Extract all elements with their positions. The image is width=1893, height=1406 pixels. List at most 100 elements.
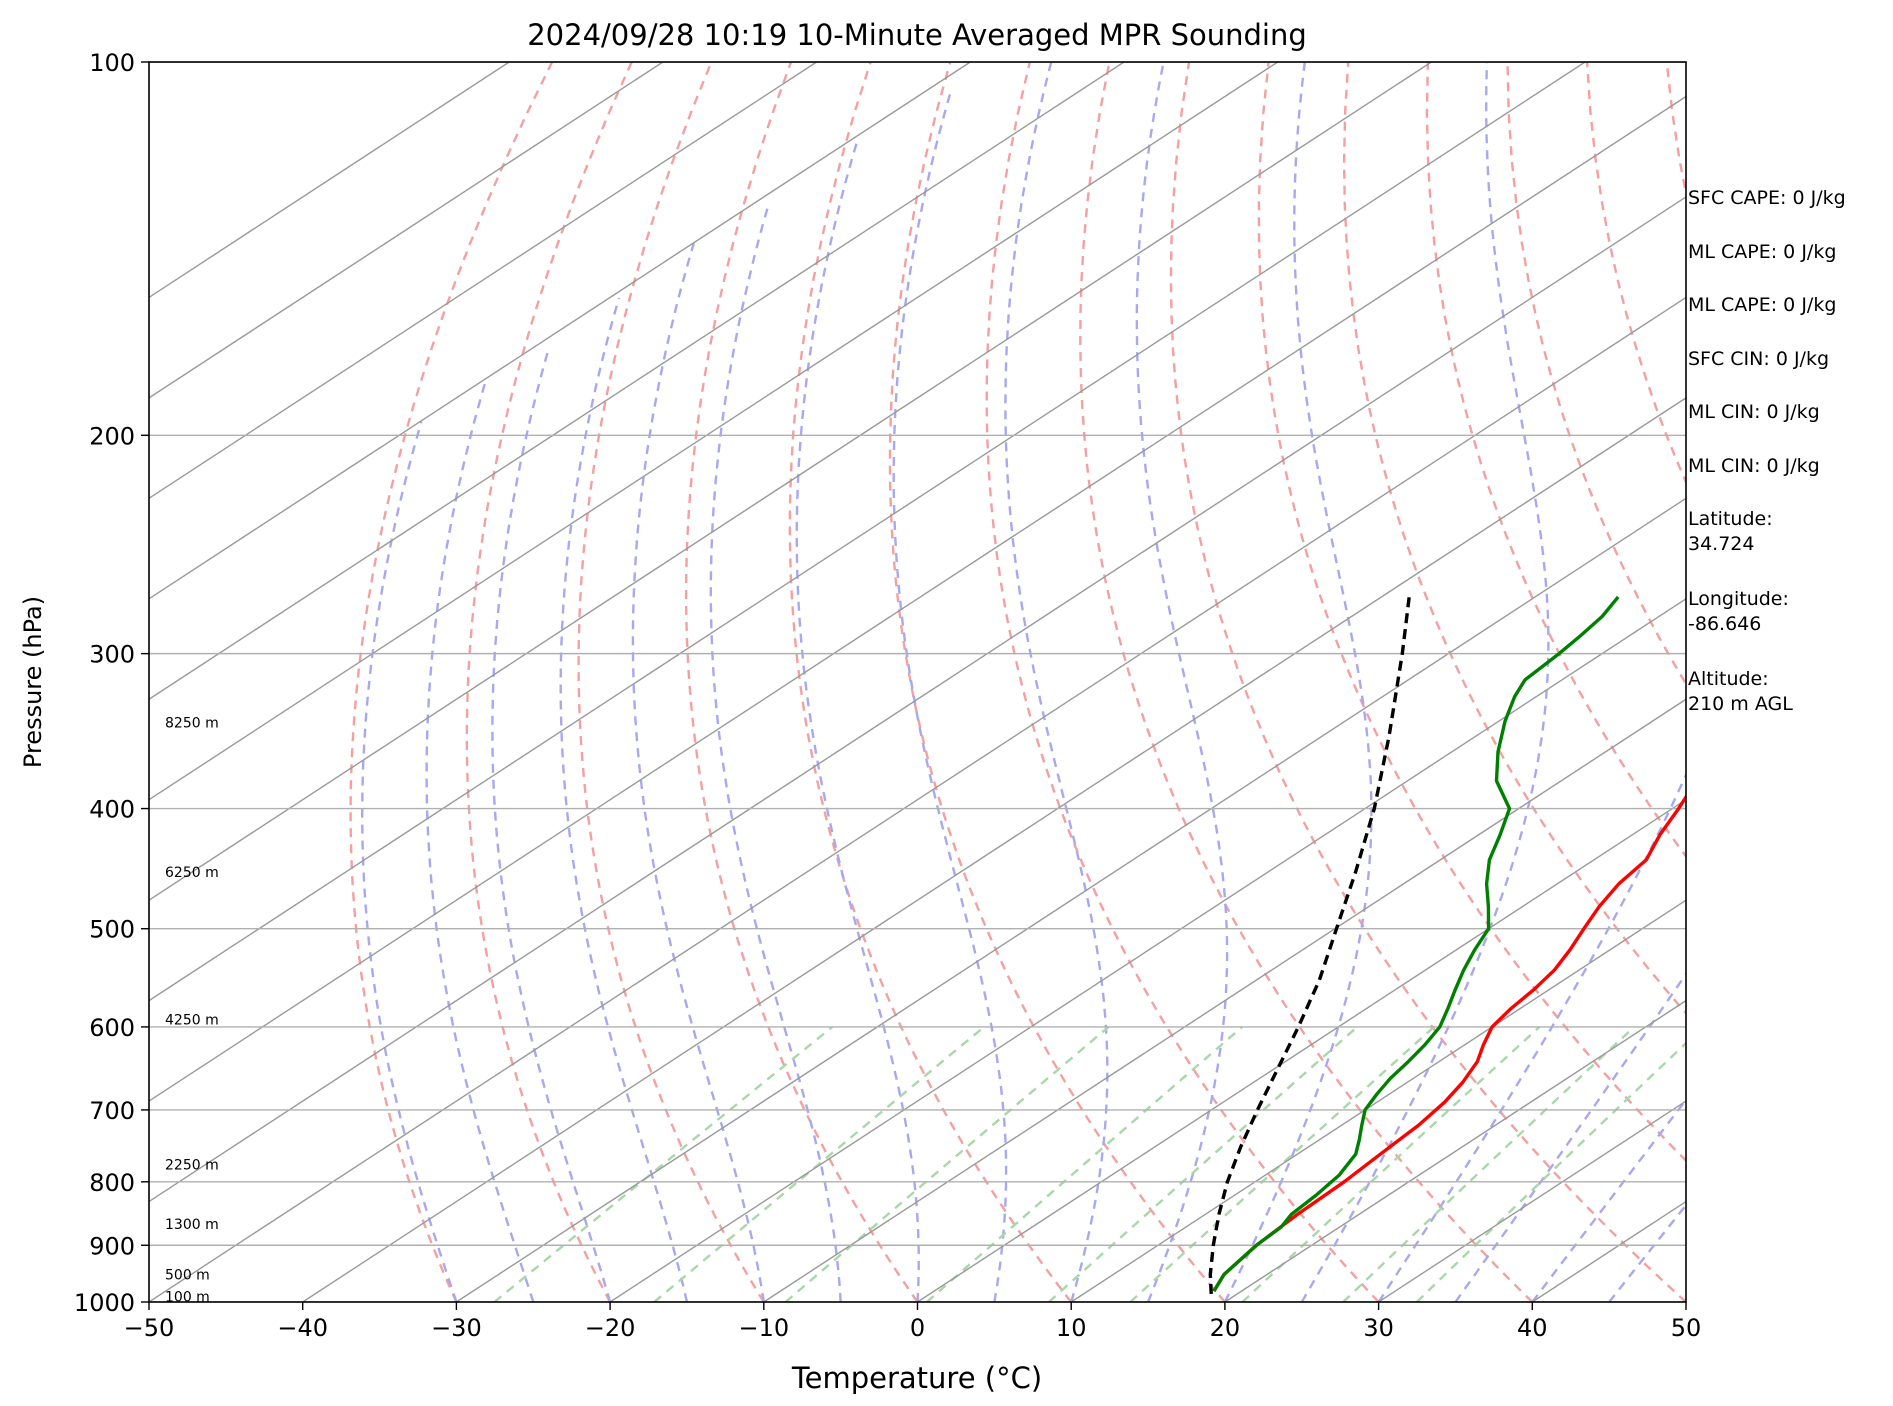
sfc-cape-text: SFC CAPE: 0 J/kg [1688,187,1846,209]
x-axis-label: Temperature (°C) [791,1361,1042,1395]
y-tick-label: 100 [89,49,135,77]
sounding-line-1 [1212,595,1620,1292]
dry-adiabat-line [1079,62,1534,1302]
ml-cin-text: ML CIN: 0 J/kg [1688,401,1820,423]
x-tick-label: −20 [585,1314,636,1342]
isotherm-line [149,62,510,299]
isotherm-line [149,62,817,500]
dry-adiabat-line [1342,62,1686,1016]
height-label: 500 m [165,1267,210,1283]
isotherm-line [149,62,971,600]
moist-adiabat-line [491,347,612,1302]
isotherm-line [149,62,1586,1002]
x-tick-label: 50 [1671,1314,1702,1342]
y-tick-label: 200 [89,422,135,450]
x-tick-label: 20 [1210,1314,1241,1342]
background-lines [149,62,1686,1302]
isotherm-line [149,196,1686,1203]
dry-adiabat-line [788,62,1073,1302]
isotherm-line [763,698,1686,1302]
moist-adiabat-line [1377,771,1686,1302]
moist-adiabat-line [1223,62,1373,1302]
info-panel: SFC CAPE: 0 J/kg ML CAPE: 0 J/kg ML CAPE… [1688,186,1888,747]
y-tick-label: 900 [89,1232,135,1260]
sfc-cin-text: SFC CIN: 0 J/kg [1688,347,1830,370]
isotherm-line [456,497,1686,1302]
height-label: 1300 m [165,1217,219,1233]
ml-cape-text: ML CAPE: 0 J/kg [1688,240,1837,263]
y-tick-label: 400 [89,796,135,824]
mixing-ratio-line [493,1025,834,1302]
dry-adiabat-line [349,62,554,1302]
height-label: 100 m [165,1290,210,1306]
chart-title: 2024/09/28 10:19 10-Minute Averaged MPR … [527,18,1307,52]
moist-adiabat-line [795,136,920,1302]
longitude-value: -86.646 [1688,613,1762,635]
altitude-value: 210 m AGL [1688,693,1793,715]
isotherm-line [609,597,1686,1302]
mixing-ratio-line [1048,1026,1358,1302]
isotherm-line [149,95,1686,1102]
ml-cin-text-2: ML CIN: 0 J/kg [1688,454,1820,477]
moist-adiabat-line [1135,62,1229,1302]
mixing-ratio-line [784,1025,1110,1302]
axis-ticks: −50 −40 −30 −20 −10 0 10 20 30 40 50 1000 900 800 700 6… [74,49,1701,1342]
moist-adiabat-line [559,297,689,1302]
isotherm-line [1224,999,1686,1302]
dry-adiabat-line [1257,62,1686,1163]
sounding-series [1208,595,1686,1294]
dry-adiabat-line [684,62,919,1302]
altitude-label: Altitude: [1688,668,1769,690]
moist-adiabat-line [709,202,842,1302]
altitude-block: Altitude: 210 m AGL [1688,667,1888,747]
latitude-label: Latitude: [1688,508,1773,530]
isotherm-line [149,62,664,399]
dry-adiabat-line [577,62,765,1302]
mixing-ratio-line [1342,1026,1635,1302]
height-label: 2250 m [165,1158,219,1174]
height-label: 8250 m [165,716,219,732]
height-labels: 100 m 500 m 1300 m 2250 m 4250 m 6250 m 8250 m [165,716,219,1306]
isotherm-line [302,397,1686,1302]
y-tick-label: 500 [89,916,135,944]
y-tick-label: 700 [89,1097,135,1125]
x-tick-label: 0 [910,1314,925,1342]
moist-adiabat-line [631,242,765,1302]
y-axis-label: Pressure (hPa) [19,596,47,768]
isotherm-line [149,62,1432,902]
moist-adiabat-line [361,421,458,1302]
latitude-value: 34.724 [1688,533,1755,555]
dry-adiabat-line [1169,62,1686,1302]
y-tick-label: 300 [89,641,135,669]
mixing-ratio-line [653,1025,985,1302]
sounding-line-0 [1212,793,1686,1292]
y-tick-label: 1000 [74,1289,135,1317]
moist-adiabat-line [1300,62,1550,1302]
dry-adiabat-line [888,62,1226,1302]
isotherm-line [149,62,1279,801]
isotherm-line [149,62,1125,701]
dry-adiabat-line [985,62,1380,1302]
sounding-line-2 [1208,596,1411,1294]
longitude-label: Longitude: [1688,588,1789,610]
dry-adiabat-line [465,62,633,1302]
x-tick-label: 40 [1517,1314,1548,1342]
latitude-block: Latitude: 34.724 [1688,507,1888,587]
y-tick-label: 800 [89,1169,135,1197]
ml-cape-text-2: ML CAPE: 0 J/kg [1688,294,1837,316]
x-tick-label: 30 [1363,1314,1394,1342]
mixing-ratio-line [1416,1041,1686,1302]
moist-adiabat-line [425,378,535,1302]
pressure-grid [149,62,1686,1302]
longitude-block: Longitude: -86.646 [1688,587,1888,667]
y-tick-label: 600 [89,1014,135,1042]
x-tick-label: −40 [277,1314,328,1342]
isotherm-line [149,296,1686,1302]
isotherm-line [917,798,1686,1302]
x-tick-label: −30 [431,1314,482,1342]
x-tick-label: −10 [738,1314,789,1342]
x-tick-label: −50 [124,1314,175,1342]
isotherm-line [1070,899,1686,1302]
height-label: 6250 m [165,865,219,881]
